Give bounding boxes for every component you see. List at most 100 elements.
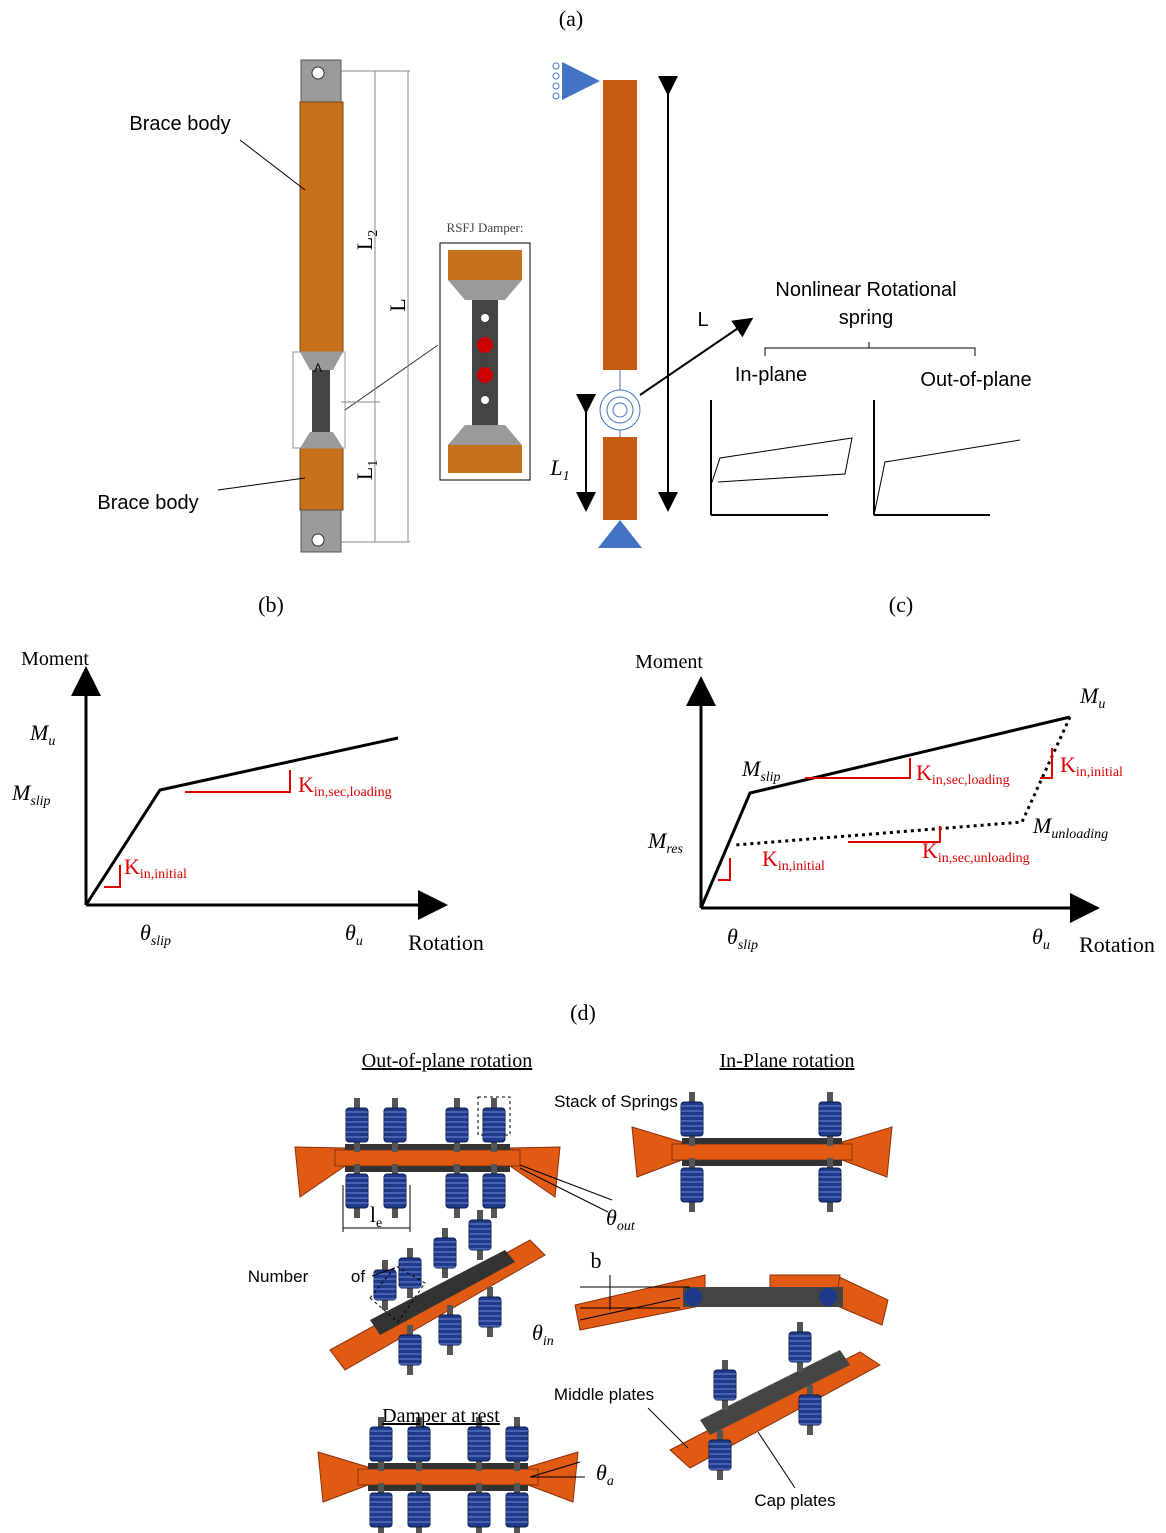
end-cap bbox=[301, 60, 341, 102]
label-main: K bbox=[298, 772, 314, 797]
label-sub: u bbox=[48, 734, 55, 749]
in-plane-label: In-plane bbox=[735, 364, 807, 386]
gusset bbox=[300, 432, 343, 448]
bolt bbox=[477, 367, 493, 383]
roller bbox=[553, 73, 559, 79]
pin bbox=[312, 534, 324, 546]
loading-curve bbox=[701, 717, 1070, 908]
panel-label: (a) bbox=[559, 6, 583, 31]
label-sub: 2 bbox=[366, 230, 381, 237]
label-main: M bbox=[741, 756, 762, 781]
label-main: K bbox=[1060, 752, 1076, 777]
mini-curve bbox=[874, 440, 1020, 515]
out-of-plane-label: Out-of-plane bbox=[920, 369, 1031, 391]
leader-line bbox=[218, 478, 305, 490]
leader-line bbox=[240, 140, 305, 190]
stiffness-label: Kin,initial bbox=[124, 854, 187, 882]
label-main: L bbox=[352, 467, 377, 480]
label-sub: 1 bbox=[563, 469, 570, 484]
label-main: L bbox=[549, 455, 562, 480]
moment-label: Munloading bbox=[1032, 813, 1108, 842]
label-main: M bbox=[29, 720, 50, 745]
cap-plate bbox=[368, 1463, 528, 1469]
label-main: K bbox=[922, 838, 938, 863]
dimension-label: le bbox=[370, 1202, 382, 1231]
label-sub: unloading bbox=[1051, 827, 1108, 842]
annotation: Stack of Springs bbox=[554, 1092, 678, 1111]
damper bbox=[312, 370, 330, 432]
label-main: M bbox=[647, 828, 668, 853]
moment-label: Mres bbox=[647, 828, 683, 857]
brace-label: Brace body bbox=[97, 492, 198, 514]
angle-label: θout bbox=[606, 1205, 636, 1234]
label-sub: u bbox=[1043, 938, 1050, 953]
label-sub: in,initial bbox=[778, 859, 825, 874]
annotation: Cap plates bbox=[754, 1491, 835, 1510]
label-sub: u bbox=[1098, 697, 1105, 712]
annotation: Middle plates bbox=[554, 1385, 654, 1404]
panel-label: (d) bbox=[570, 1000, 596, 1025]
label-sub: 1 bbox=[366, 460, 381, 467]
hole bbox=[481, 314, 489, 322]
label-sub: in,initial bbox=[1076, 765, 1123, 780]
label-sub: slip bbox=[760, 770, 780, 785]
support bbox=[562, 62, 600, 100]
dimension-label: L bbox=[385, 298, 410, 311]
moment-curve bbox=[86, 738, 398, 905]
label-sub: e bbox=[376, 1216, 382, 1231]
moment-label: Mslip bbox=[741, 756, 781, 785]
hole bbox=[481, 396, 489, 404]
label-main: K bbox=[762, 846, 778, 871]
label-sub: out bbox=[617, 1219, 636, 1234]
cap-plate bbox=[682, 1138, 842, 1144]
spring-head bbox=[819, 1288, 837, 1306]
label-main: θ bbox=[596, 1460, 607, 1485]
panel-label: (b) bbox=[258, 592, 284, 617]
y-axis-label: Moment bbox=[21, 648, 89, 670]
label-sub: in,sec,loading bbox=[932, 773, 1010, 788]
dimension-label: L1 bbox=[549, 455, 569, 484]
x-axis-label: Rotation bbox=[408, 930, 484, 955]
label-sub: slip bbox=[151, 934, 171, 949]
brace-element bbox=[603, 437, 637, 520]
view-title: Out-of-plane rotation bbox=[362, 1050, 533, 1072]
bracket bbox=[765, 342, 975, 356]
rotation-label: θu bbox=[345, 920, 363, 949]
inset-title: RSFJ Damper: bbox=[447, 220, 524, 235]
label-main: L bbox=[352, 237, 377, 250]
unloading-curve bbox=[735, 717, 1070, 845]
support bbox=[598, 520, 642, 548]
label-sub: a bbox=[607, 1474, 614, 1489]
label-sub: in,sec,unloading bbox=[938, 851, 1030, 866]
rotation-label: θu bbox=[1032, 924, 1050, 953]
brace-label: Brace body bbox=[129, 113, 230, 135]
label-main: θ bbox=[1032, 924, 1043, 949]
gusset bbox=[448, 280, 522, 300]
mini-axes bbox=[874, 400, 990, 515]
mini-curve bbox=[711, 438, 852, 485]
brace-element bbox=[603, 80, 637, 370]
pointer-arrow bbox=[640, 320, 750, 395]
label-main: M bbox=[11, 780, 32, 805]
middle-plate bbox=[335, 1150, 520, 1166]
stiffness-label: Kin,sec,loading bbox=[298, 772, 392, 800]
roller bbox=[553, 83, 559, 89]
label-main: θ bbox=[532, 1320, 543, 1345]
device-drawings bbox=[295, 1092, 892, 1533]
dimension-label: L2 bbox=[352, 230, 381, 250]
label-main: M bbox=[1032, 813, 1053, 838]
brace-end bbox=[448, 445, 522, 473]
spring-label: Nonlinear Rotational bbox=[775, 279, 956, 301]
cap-plate bbox=[345, 1166, 510, 1172]
cap-plate bbox=[682, 1160, 842, 1166]
view-title: Damper at rest bbox=[382, 1405, 500, 1427]
bolt bbox=[477, 337, 493, 353]
view-title: In-Plane rotation bbox=[720, 1050, 855, 1072]
leader-line bbox=[648, 1408, 688, 1448]
x-axis-label: Rotation bbox=[1079, 932, 1155, 957]
annotation: of bbox=[351, 1267, 365, 1286]
brace-end bbox=[448, 250, 522, 280]
middle-plate bbox=[358, 1469, 538, 1485]
label-sub: res bbox=[666, 842, 683, 857]
label-sub: in bbox=[543, 1334, 554, 1349]
